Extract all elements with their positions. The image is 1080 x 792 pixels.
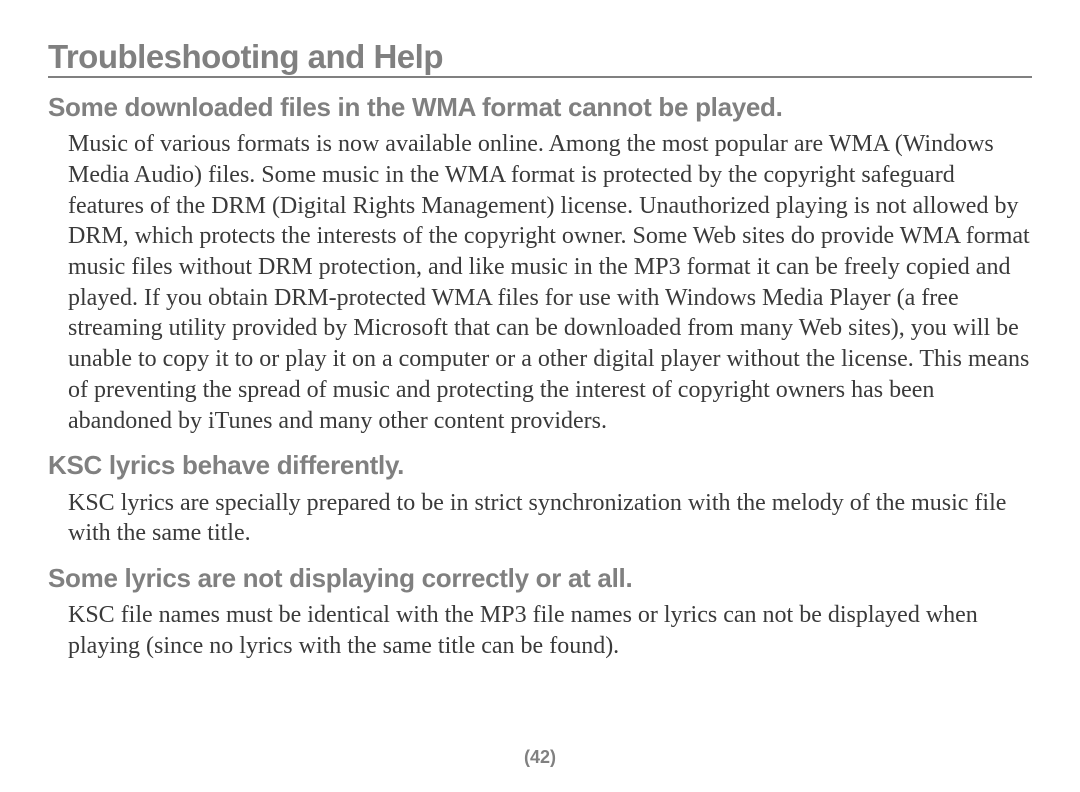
faq-heading-wma: Some downloaded files in the WMA format … [48, 92, 1032, 123]
page-number: (42) [0, 747, 1080, 768]
faq-body-wma: Music of various formats is now availabl… [68, 129, 1032, 436]
section-title: Troubleshooting and Help [48, 38, 1032, 78]
faq-body-ksc-behave: KSC lyrics are specially prepared to be … [68, 488, 1032, 549]
faq-heading-ksc-behave: KSC lyrics behave differently. [48, 450, 1032, 481]
faq-heading-lyrics-display: Some lyrics are not displaying correctly… [48, 563, 1032, 594]
faq-body-lyrics-display: KSC file names must be identical with th… [68, 600, 1032, 661]
manual-page: Troubleshooting and Help Some downloaded… [0, 0, 1080, 792]
